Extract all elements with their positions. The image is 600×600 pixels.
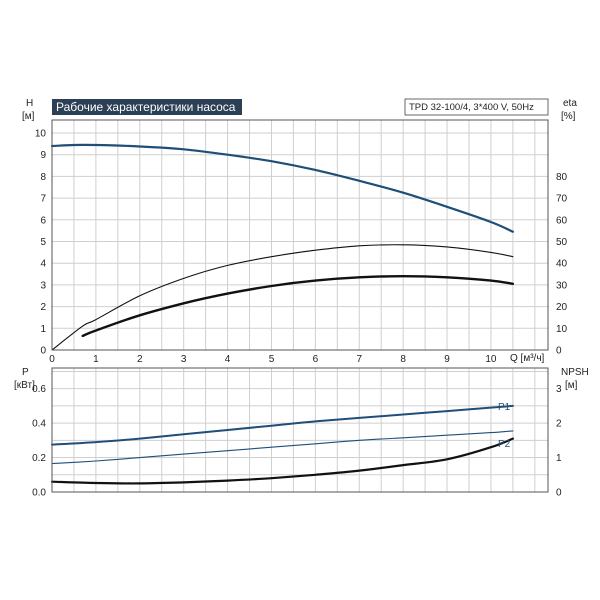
y2-tick-label: 10 (556, 324, 568, 335)
y-tick-label: 0.2 (32, 453, 46, 464)
y2-tick-label: 30 (556, 280, 568, 291)
series-label-p2: P2 (498, 439, 511, 450)
labels: 0 1 2 3 4 5 6 7 8 9 100123456789100102030405060708… (32, 129, 567, 499)
top-series-0-line (50, 143, 514, 233)
curves (50, 143, 515, 485)
y-axis-unit-h: [м] (22, 111, 35, 122)
plot-frame-top (51, 119, 549, 351)
chart-title: Рабочие характеристики насоса (56, 100, 236, 114)
x-tick-label: 9 (444, 354, 450, 365)
y-tick-label: 10 (35, 129, 47, 140)
y2-tick-label: 50 (556, 237, 568, 248)
y-axis-label-p: P (22, 367, 29, 378)
y-tick-label: 2 (40, 302, 46, 313)
chart-title-box (52, 99, 242, 115)
x-tick-label: 10 (485, 354, 497, 365)
model-box (404, 98, 549, 116)
bottom-series-2-line (50, 437, 514, 485)
y-tick-label: 4 (40, 259, 46, 270)
series-label-p1: P1 (498, 402, 511, 413)
x-tick-label: 2 (137, 354, 143, 365)
y-tick-label: 7 (40, 194, 46, 205)
y2-axis-label-npsh: NPSH (561, 367, 589, 378)
y-tick-label: 6 (40, 215, 46, 226)
x-tick-label: 0 (49, 354, 55, 365)
plot-frame-bottom (51, 367, 549, 493)
y2-tick-label: 80 (556, 172, 568, 183)
y2-tick-label: 0 (556, 488, 562, 499)
x-tick-label: 5 (269, 354, 275, 365)
y2-axis-unit-npsh: [м] (565, 380, 578, 391)
y2-tick-label: 1 (556, 453, 562, 464)
x-tick-label: 6 (313, 354, 319, 365)
y-axis-label-h: H (26, 98, 33, 109)
y-tick-label: 0 (40, 346, 46, 357)
y-tick-label: 8 (40, 172, 46, 183)
y-tick-label: 0.0 (32, 488, 46, 499)
x-tick-label: 1 (93, 354, 99, 365)
y2-tick-label: 40 (556, 259, 568, 270)
y-tick-label: 1 (40, 324, 46, 335)
x-axis-label-q: Q [м³/ч] (510, 353, 545, 364)
top-series-1-line (51, 244, 514, 351)
y-tick-label: 5 (40, 237, 46, 248)
y2-tick-label: 70 (556, 194, 568, 205)
y2-tick-label: 0 (556, 346, 562, 357)
top-series-2-line (81, 275, 515, 338)
frames (51, 119, 549, 493)
y-tick-label: 3 (40, 280, 46, 291)
bottom-series-1-line (51, 430, 514, 465)
y2-tick-label: 60 (556, 215, 568, 226)
x-tick-label: 7 (356, 354, 362, 365)
x-tick-label: 8 (400, 354, 406, 365)
y-tick-label: 0.4 (32, 419, 46, 430)
y2-tick-label: 20 (556, 302, 568, 313)
y-axis-unit-p: [кВт] (14, 380, 35, 391)
y2-tick-label: 2 (556, 419, 562, 430)
y2-axis-label-eta: eta (563, 98, 577, 109)
y-tick-label: 0.6 (32, 384, 46, 395)
grid (52, 120, 548, 492)
bottom-series-0-line (51, 404, 514, 446)
model-label: TPD 32-100/4, 3*400 V, 50Hz (409, 102, 534, 113)
y-tick-label: 9 (40, 150, 46, 161)
y2-tick-label: 3 (556, 384, 562, 395)
x-tick-label: 4 (225, 354, 231, 365)
y2-axis-unit-eta: [%] (561, 111, 576, 122)
x-tick-label: 3 (181, 354, 187, 365)
